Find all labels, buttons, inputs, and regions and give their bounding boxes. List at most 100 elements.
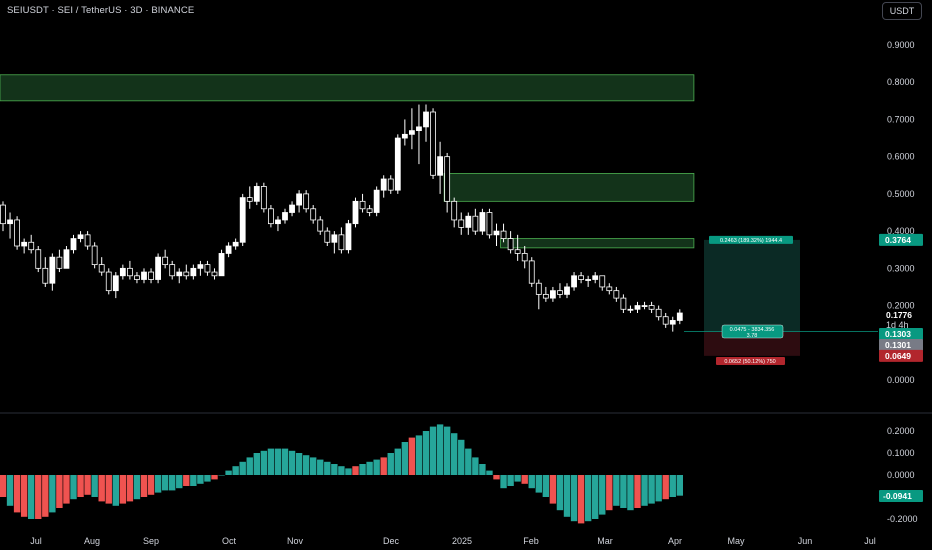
stop-price-tag-text: 0.0649 [885, 351, 911, 361]
histogram-bar [451, 433, 458, 475]
osc-axis-label: 0.1000 [887, 448, 915, 458]
histogram-bar [436, 424, 444, 475]
candle-down [0, 204, 6, 225]
candle-up [676, 312, 683, 321]
candle-up [49, 256, 56, 284]
osc-value-text: -0.0941 [883, 491, 912, 501]
histogram-bar [77, 475, 84, 497]
histogram-bar [542, 475, 550, 497]
entry-price-tag-text: 0.1303 [885, 329, 911, 339]
histogram-bar [556, 475, 564, 511]
histogram-bar [126, 475, 134, 502]
histogram-bar [599, 475, 606, 515]
candle-up [112, 275, 119, 292]
histogram-bar [105, 475, 112, 504]
candle-up [352, 200, 359, 225]
last-price-tag-text: 0.1301 [885, 340, 911, 350]
histogram-bar [267, 448, 275, 475]
histogram-bar [422, 431, 430, 475]
candle-up [275, 219, 281, 225]
price-axis-label: 0.3000 [887, 263, 915, 273]
histogram-bar [56, 475, 63, 508]
price-axis-label: 0.6000 [887, 152, 915, 162]
histogram-bar [500, 475, 507, 489]
histogram-bar [486, 470, 493, 475]
center-label-box [721, 324, 784, 339]
candle-down [91, 245, 98, 266]
histogram-bar [514, 475, 521, 482]
candle-up [141, 271, 147, 280]
histogram-bar [627, 475, 634, 511]
candle-down [211, 271, 218, 277]
histogram-bar [584, 475, 592, 522]
last-price-tag [879, 339, 923, 351]
candle-down [557, 290, 563, 295]
candle-down [578, 275, 584, 280]
histogram-bar [310, 457, 317, 475]
candle-up [253, 186, 260, 202]
histogram-bar [443, 426, 451, 475]
price-axis-label: 0.4000 [887, 226, 915, 236]
candle-down [84, 234, 91, 247]
histogram-bar [140, 475, 148, 497]
histogram-bar [352, 466, 359, 475]
candle-up [197, 264, 204, 269]
candle-down [246, 197, 253, 202]
supply-zone [500, 238, 695, 249]
price-axis-label: 0.7000 [887, 114, 915, 124]
candle-down [127, 267, 133, 277]
candle-up [225, 245, 232, 254]
candle-down [599, 275, 606, 288]
histogram-bar [176, 475, 183, 489]
histogram-bar [317, 459, 324, 475]
candle-up [232, 241, 239, 247]
price-axis-label: 0.8000 [887, 77, 915, 87]
candle-up [641, 305, 648, 307]
histogram-bar [592, 475, 599, 519]
candle-up [585, 279, 592, 281]
time-axis-label: Aug [84, 536, 100, 546]
price-axis-label: 0.0000 [887, 375, 915, 385]
candle-down [317, 219, 324, 232]
histogram-bar [549, 475, 557, 504]
currency-button[interactable]: USDT [882, 2, 922, 20]
candle-up [627, 308, 634, 311]
candle-up [70, 238, 77, 251]
histogram-bar [669, 475, 676, 497]
histogram-bar [366, 461, 373, 475]
candle-down [486, 212, 493, 236]
time-axis-label: May [727, 536, 745, 546]
histogram-bar [183, 475, 190, 486]
histogram-bar [394, 448, 401, 475]
histogram-bar [0, 475, 7, 497]
price-axis-label: 0.5000 [887, 189, 915, 199]
candle-up [373, 189, 380, 213]
candle-up [571, 275, 577, 288]
histogram-bar [20, 475, 28, 517]
histogram-bar [401, 442, 409, 475]
candle-up [437, 156, 444, 176]
candle-up [408, 130, 415, 135]
histogram-bar [613, 475, 620, 506]
histogram-bar [373, 459, 380, 475]
candle-down [359, 200, 366, 210]
time-axis-label: 2025 [452, 536, 472, 546]
candle-down [500, 230, 507, 239]
candle-down [134, 275, 140, 280]
profit-area[interactable] [704, 239, 800, 332]
histogram-bar [472, 457, 479, 475]
histogram-bar [408, 437, 416, 475]
histogram-bar [63, 475, 70, 504]
histogram-bar [331, 464, 338, 475]
supply-zone [0, 74, 695, 102]
symbol-title[interactable]: SEIUSDT · SEI / TetherUS · 3D · BINANCE [7, 5, 195, 16]
time-axis-label: Feb [523, 536, 539, 546]
histogram-bar [98, 475, 105, 502]
osc-value-tag [879, 490, 923, 502]
candle-down [267, 208, 274, 225]
histogram-bar [232, 466, 239, 475]
candle-down [606, 286, 613, 292]
candle-up [394, 137, 401, 191]
candle-down [303, 193, 310, 210]
